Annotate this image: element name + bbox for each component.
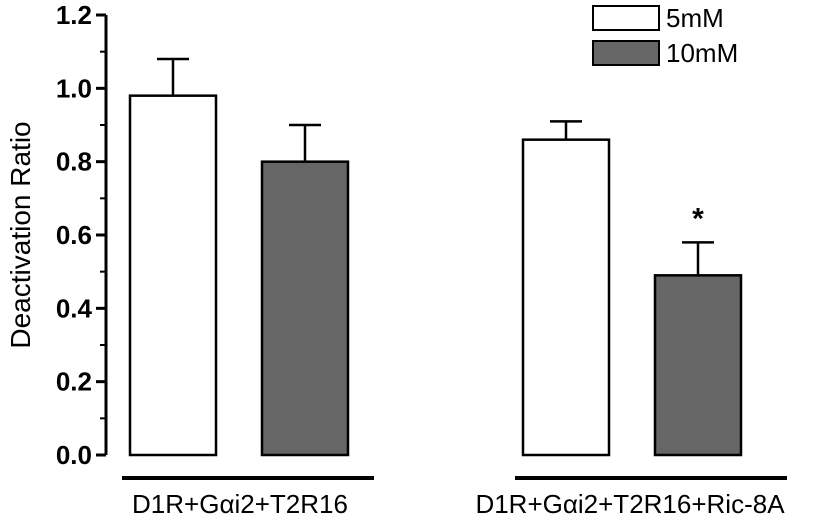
bar-5mm-group-1: [128, 94, 218, 457]
legend: 5mM 10mM: [592, 3, 738, 68]
bar-10mm-group-1: [260, 160, 350, 457]
y-tick-label: 0.8: [56, 147, 92, 177]
y-tick-label: 1.2: [56, 0, 92, 30]
y-tick-label: 0.2: [56, 367, 92, 397]
bar-10mm-group-2: [653, 274, 743, 457]
y-tick-label: 1.0: [56, 73, 92, 103]
y-axis-title: Deactivation Ratio: [5, 121, 36, 348]
legend-swatch-2: [592, 40, 660, 66]
y-tick-label: 0.0: [56, 440, 92, 470]
legend-label-1: 5mM: [666, 3, 724, 33]
group-labels: D1R+Gαi2+T2R16 D1R+Gαi2+T2R16+Ric-8A: [122, 476, 787, 519]
y-tick-labels: 0.0 0.2 0.4 0.6 0.8 1.0 1.2: [56, 0, 93, 470]
error-bars: [157, 57, 714, 276]
bar-5mm-group-2: [521, 138, 611, 457]
group-label-2: D1R+Gαi2+T2R16+Ric-8A: [475, 489, 785, 519]
annotations: *: [692, 202, 704, 235]
group-label-1: D1R+Gαi2+T2R16: [132, 489, 348, 519]
legend-label-2: 10mM: [666, 38, 738, 68]
legend-swatch-1: [592, 5, 660, 31]
y-axis: [96, 13, 108, 457]
bars: [128, 94, 743, 457]
y-tick-label: 0.6: [56, 220, 92, 250]
y-tick-label: 0.4: [56, 293, 93, 323]
significance-asterisk: *: [692, 202, 704, 235]
